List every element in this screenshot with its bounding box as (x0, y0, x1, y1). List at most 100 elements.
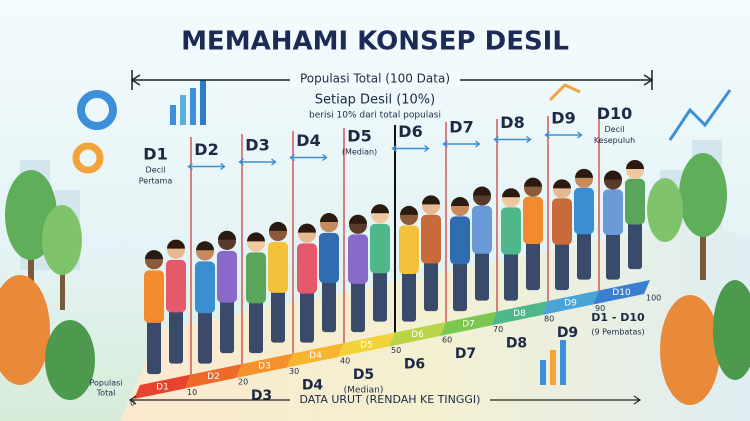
title: MEMAHAMI KONSEP DESIL (181, 27, 569, 57)
person-hair (371, 204, 389, 214)
ruler-segment (593, 280, 650, 305)
ruler-label: D10 (612, 288, 631, 298)
person-hair (145, 250, 163, 260)
ruler-tick-label: 40 (340, 357, 350, 366)
person-legs (249, 298, 263, 354)
person-legs (322, 278, 336, 333)
person (625, 159, 645, 270)
decile-label: D4 (296, 131, 320, 150)
ruler-segment (389, 322, 446, 347)
decile-note: Pertama (139, 177, 173, 186)
start-label: Populasi (89, 379, 122, 388)
person-body (348, 234, 368, 284)
person-legs (577, 229, 591, 280)
person-legs (475, 249, 489, 301)
person-hair (422, 195, 440, 205)
decile-note: Decil (146, 166, 166, 175)
person-hair (218, 230, 236, 240)
person-body (450, 216, 470, 265)
bottom-label: D6 (404, 356, 425, 372)
person-legs (453, 259, 467, 312)
person-legs (504, 250, 518, 301)
decile-label: D8 (500, 113, 524, 132)
decile-note: (Median) (342, 148, 377, 157)
ruler-label: D4 (309, 351, 322, 361)
person-hair (167, 239, 185, 249)
decile-label: D6 (398, 122, 422, 141)
person-hair (298, 223, 316, 233)
person-legs (271, 287, 285, 343)
person-hair (400, 205, 418, 215)
ruler-label: D2 (207, 372, 220, 382)
ruler-tick-label: 10 (187, 388, 197, 397)
person-legs (300, 288, 314, 343)
person (268, 221, 288, 343)
decile-note-subtitle: berisi 10% dari total populasi (309, 111, 441, 121)
person-body (501, 207, 521, 255)
person (472, 186, 492, 301)
decile-label: D5 (347, 127, 371, 146)
decile-label: D9 (551, 109, 575, 128)
person-hair (553, 179, 571, 189)
ruler-label: D8 (513, 309, 526, 319)
boundaries-label: D1 - D10 (591, 311, 645, 324)
person-legs (526, 239, 540, 291)
person (552, 179, 572, 291)
bottom-label: D3 (251, 388, 272, 404)
total-label: Populasi Total (100 Data) (300, 72, 450, 86)
ruler-label: D3 (258, 361, 271, 371)
ruler-label: D6 (411, 330, 424, 340)
bottom-note: (Median) (344, 385, 384, 395)
range-arrow (442, 140, 481, 148)
ruler-segment (542, 290, 599, 315)
person-body (166, 259, 186, 313)
person-hair (626, 159, 644, 169)
person-body (268, 241, 288, 293)
ruler-tick-label: 60 (442, 336, 452, 345)
bottom-label: D7 (455, 346, 476, 362)
person-body (370, 223, 390, 274)
ruler-tick-label: 90 (595, 304, 605, 313)
ruler-tick-label: 50 (391, 346, 401, 355)
person (603, 170, 623, 280)
decor-charts (72, 80, 732, 385)
range-arrow (544, 131, 583, 139)
person-hair (247, 232, 265, 242)
decile-label: D3 (245, 136, 269, 155)
person-hair (451, 197, 469, 207)
person-body (574, 187, 594, 235)
person-hair (502, 188, 520, 198)
person-body (523, 196, 543, 245)
person-legs (169, 307, 183, 364)
ruler-segment (287, 343, 344, 368)
person-hair (604, 170, 622, 180)
person (421, 195, 441, 312)
person (399, 205, 419, 322)
axis-label: DATA URUT (RENDAH KE TINGGI) (300, 393, 481, 406)
person-legs (147, 317, 161, 375)
ruler-segment (440, 311, 497, 336)
ruler-segment (491, 301, 548, 326)
decile-note: Decil (605, 125, 625, 134)
diagram-layer: D1 D2 D3 D4 D5 D6 D7 D8 D9 D10 0 10 20 30 40 50 60 70 80 90… (89, 104, 661, 408)
person-legs (220, 297, 234, 354)
person-legs (402, 269, 416, 322)
ruler-label: D7 (462, 319, 475, 329)
person-body (603, 189, 623, 236)
person (144, 250, 164, 375)
ruler-tick-label: 70 (493, 325, 503, 334)
person-legs (555, 240, 569, 291)
person (370, 204, 390, 322)
trees (0, 153, 750, 405)
ruler-tick-label: 80 (544, 315, 554, 324)
bottom-label: D5 (353, 367, 374, 383)
person-hair (269, 221, 287, 231)
decile-note: Kesepuluh (594, 136, 635, 145)
range-arrow (391, 144, 430, 153)
person (297, 223, 317, 343)
person-body (399, 225, 419, 275)
person (523, 177, 543, 291)
person-body (195, 261, 215, 314)
person-body (217, 250, 237, 303)
ruler-tick-label: 100 (646, 294, 661, 303)
